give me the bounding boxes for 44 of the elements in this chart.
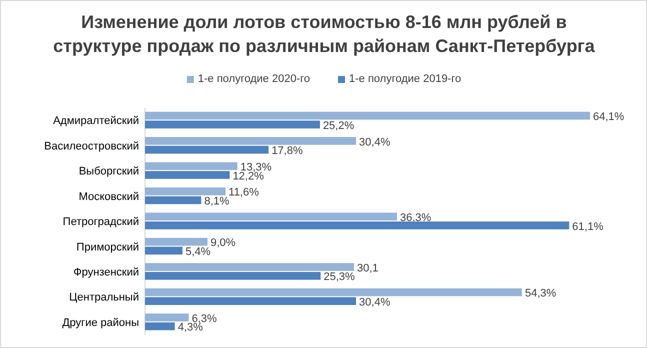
legend-label: 1-е полугодие 2019-го: [349, 73, 462, 85]
data-label: 54,3%: [524, 288, 556, 300]
data-label: 8,1%: [204, 196, 230, 208]
bar: [145, 146, 269, 154]
data-label: 5,4%: [185, 246, 211, 258]
data-label: 30,1: [356, 262, 378, 274]
y-tick-label: Фрунзенский: [73, 266, 139, 278]
bar: [145, 322, 175, 330]
bar: [145, 212, 398, 220]
y-tick-label: Выборгский: [78, 166, 139, 178]
bar: [145, 297, 356, 305]
bar: [145, 196, 202, 204]
y-tick-label: Петроградский: [62, 216, 139, 228]
y-tick-label: Адмиралтейский: [53, 115, 139, 128]
data-label: 11,6%: [228, 186, 260, 199]
bar: [145, 263, 354, 271]
bar: [145, 162, 238, 170]
bar: [145, 120, 320, 128]
data-label: 61,1%: [572, 220, 604, 233]
bar: [145, 222, 570, 230]
bar: [145, 112, 590, 120]
chart-title: Изменение доли лотов стоимостью 8-16 млн рублей в структуре продаж по различным районам Санкт-Петербурга: [53, 12, 596, 56]
bar: [145, 288, 522, 296]
bar: [145, 246, 182, 255]
bar: [145, 272, 321, 280]
legend-label: 1-е полугодие 2020-го: [198, 73, 310, 85]
y-tick-label: Василеостровский: [44, 140, 139, 152]
data-label: 30,4%: [359, 296, 390, 308]
bar: [145, 187, 226, 196]
data-label: 30,4%: [359, 136, 390, 148]
data-label: 17,8%: [272, 145, 303, 158]
data-label: 25,3%: [324, 271, 356, 284]
data-label: 25,2%: [322, 120, 354, 132]
data-label: 36,3%: [400, 212, 432, 224]
y-tick-label: Другие районы: [62, 316, 140, 329]
bar: [145, 171, 230, 179]
y-tick-label: Центральный: [69, 292, 139, 304]
bar: [145, 137, 356, 145]
bar: [145, 238, 208, 246]
y-tick-label: Приморский: [76, 241, 139, 254]
y-tick-label: Московский: [78, 190, 139, 203]
bar: [145, 314, 189, 322]
data-label: 9,0%: [210, 237, 236, 250]
data-label: 64,1%: [593, 111, 624, 124]
